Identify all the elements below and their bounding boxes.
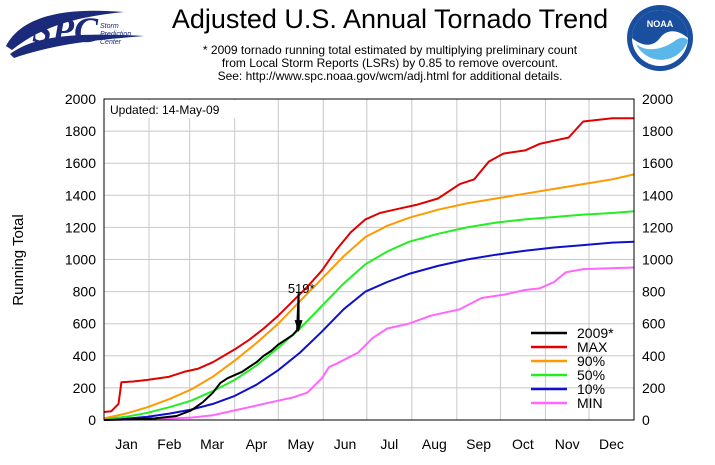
y-tick-label-left: 1400: [65, 187, 96, 203]
spc-logo-line1: Storm: [100, 23, 119, 30]
y-axis-label: Running Total: [10, 214, 27, 305]
note-line-2: from Local Storm Reports (LSRs) by 0.85 …: [221, 56, 559, 70]
spc-logo: SPC Storm Prediction Center: [6, 10, 144, 58]
y-tick-label-right: 1000: [642, 252, 673, 268]
chart-title: Adjusted U.S. Annual Tornado Trend: [171, 4, 609, 34]
y-tick-label-left: 1200: [65, 219, 96, 235]
plot-frame: [103, 98, 635, 421]
y-tick-label-left: 1600: [65, 155, 96, 171]
y-tick-label-left: 0: [88, 412, 96, 428]
y-tick-label-left: 1000: [65, 252, 96, 268]
y-tick-label-right: 1800: [642, 123, 673, 139]
y-tick-label-right: 2000: [642, 91, 673, 107]
x-tick-label: Feb: [157, 436, 181, 452]
note-line-1: * 2009 tornado running total estimated b…: [202, 43, 578, 57]
x-axis: Jan Feb Mar Apr May Jun Jul Aug Sep Oct Nov Dec: [115, 436, 624, 452]
y-tick-label-left: 2000: [65, 91, 96, 107]
y-tick-label-right: 600: [642, 316, 666, 332]
svg-text:SPC: SPC: [32, 10, 99, 50]
y-tick-label-left: 400: [73, 348, 97, 364]
y-tick-label-left: 1800: [65, 123, 96, 139]
x-tick-label: Dec: [599, 436, 624, 452]
series-line-90: [103, 173, 635, 420]
legend-label-50: 50%: [577, 367, 605, 383]
series-line-10: [103, 240, 635, 421]
legend-label-10: 10%: [577, 381, 605, 397]
series-line-2009: [103, 293, 300, 421]
x-tick-label: Mar: [200, 436, 224, 452]
x-tick-label: Jul: [380, 436, 398, 452]
legend-label-min: MIN: [577, 395, 603, 411]
annotation-519: 519*: [288, 281, 315, 296]
legend-label-2009: 2009*: [577, 325, 614, 341]
x-tick-label: Jun: [334, 436, 357, 452]
series-line-min: [103, 266, 635, 421]
noaa-logo: NOAA: [627, 5, 693, 71]
series-lines: [103, 117, 635, 421]
legend-label-90: 90%: [577, 353, 605, 369]
x-tick-label: May: [288, 436, 314, 452]
x-tick-label: Apr: [246, 436, 268, 452]
y-axis-left: 0 200 400 600 800 1000 1200 1400 1600 1800 2000: [65, 91, 96, 428]
spc-logo-line3: Center: [100, 39, 122, 46]
legend-label-max: MAX: [577, 339, 608, 355]
y-tick-label-right: 200: [642, 380, 666, 396]
y-tick-label-right: 1600: [642, 155, 673, 171]
y-axis-right: 0 200 400 600 800 1000 1200 1400 1600 1800 2000: [642, 91, 673, 428]
x-tick-label: Aug: [422, 436, 447, 452]
y-tick-label-right: 1400: [642, 187, 673, 203]
y-tick-label-left: 200: [73, 380, 97, 396]
x-tick-label: Sep: [466, 436, 491, 452]
y-tick-label-right: 400: [642, 348, 666, 364]
noaa-logo-text: NOAA: [647, 19, 674, 29]
x-tick-label: Oct: [512, 436, 534, 452]
updated-box: [105, 100, 245, 118]
note-line-3: See: http://www.spc.noaa.gov/wcm/adj.htm…: [217, 69, 563, 83]
arrow-head: [294, 320, 303, 333]
series-line-50: [103, 210, 635, 421]
updated-label: Updated: 14-May-09: [110, 103, 220, 117]
grid: [104, 98, 634, 421]
x-tick-label: Jan: [115, 436, 138, 452]
y-tick-label-left: 600: [73, 316, 97, 332]
y-tick-label-right: 800: [642, 284, 666, 300]
y-tick-label-left: 800: [73, 284, 97, 300]
x-tick-label: Nov: [555, 436, 580, 452]
y-tick-label-right: 0: [642, 412, 650, 428]
series-line-max: [103, 117, 634, 413]
y-tick-label-right: 1200: [642, 219, 673, 235]
spc-logo-line2: Prediction: [100, 31, 131, 38]
